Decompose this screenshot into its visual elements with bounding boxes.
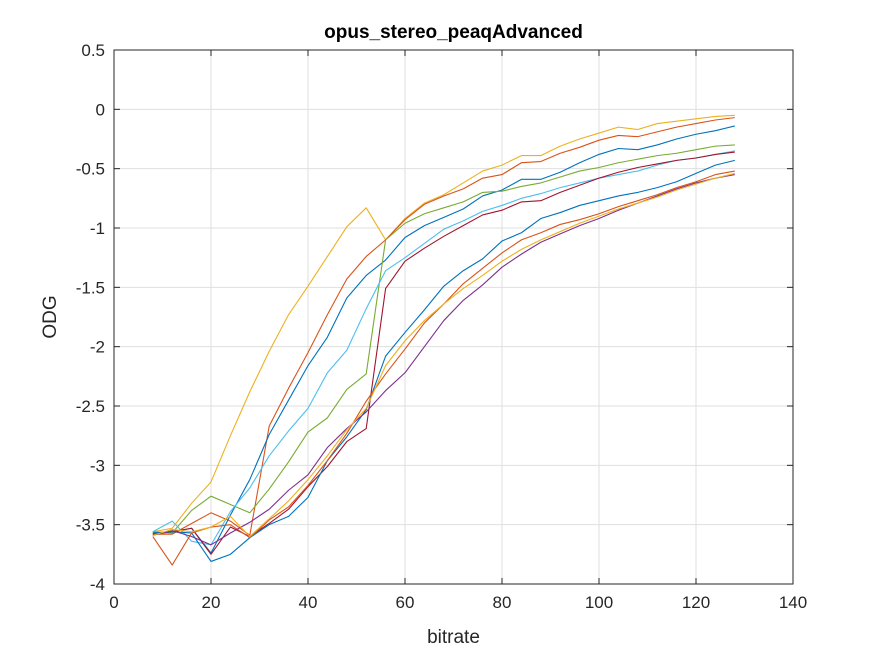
x-tick-label: 120	[682, 593, 710, 612]
x-tick-label: 0	[109, 593, 118, 612]
series-line-4	[152, 144, 735, 534]
x-tick-label: 100	[585, 593, 613, 612]
chart-title: opus_stereo_peaqAdvanced	[324, 22, 583, 43]
ticks: 0 20 40 60 80 100 120 140 0.5 0 -0.5 -1 -1.5 -2 -2.5 -3…	[76, 41, 807, 612]
y-tick-label: -2.5	[76, 397, 105, 416]
y-tick-label: -0.5	[76, 160, 105, 179]
series-line-5	[152, 150, 735, 546]
series-line-3	[152, 125, 735, 554]
y-tick-label: 0	[96, 100, 105, 119]
x-tick-label: 80	[493, 593, 512, 612]
x-axis-label: bitrate	[427, 627, 480, 648]
y-tick-label: 0.5	[81, 41, 105, 60]
y-tick-label: -3	[90, 456, 105, 475]
y-axis-label: ODG	[40, 295, 61, 338]
y-tick-label: -1	[90, 219, 105, 238]
y-tick-label: -4	[90, 575, 105, 594]
plot-area-background	[114, 50, 793, 584]
series-line-10	[152, 172, 735, 538]
x-tick-label: 20	[202, 593, 221, 612]
x-tick-label: 40	[299, 593, 318, 612]
series-line-2	[152, 117, 735, 536]
x-tick-label: 60	[396, 593, 415, 612]
y-tick-label: -3.5	[76, 516, 105, 535]
y-tick-label: -2	[90, 338, 105, 357]
y-tick-label: -1.5	[76, 278, 105, 297]
series-group	[152, 114, 735, 566]
axes-box	[113, 49, 794, 585]
series-line-1	[152, 114, 735, 533]
x-tick-label: 140	[779, 593, 807, 612]
